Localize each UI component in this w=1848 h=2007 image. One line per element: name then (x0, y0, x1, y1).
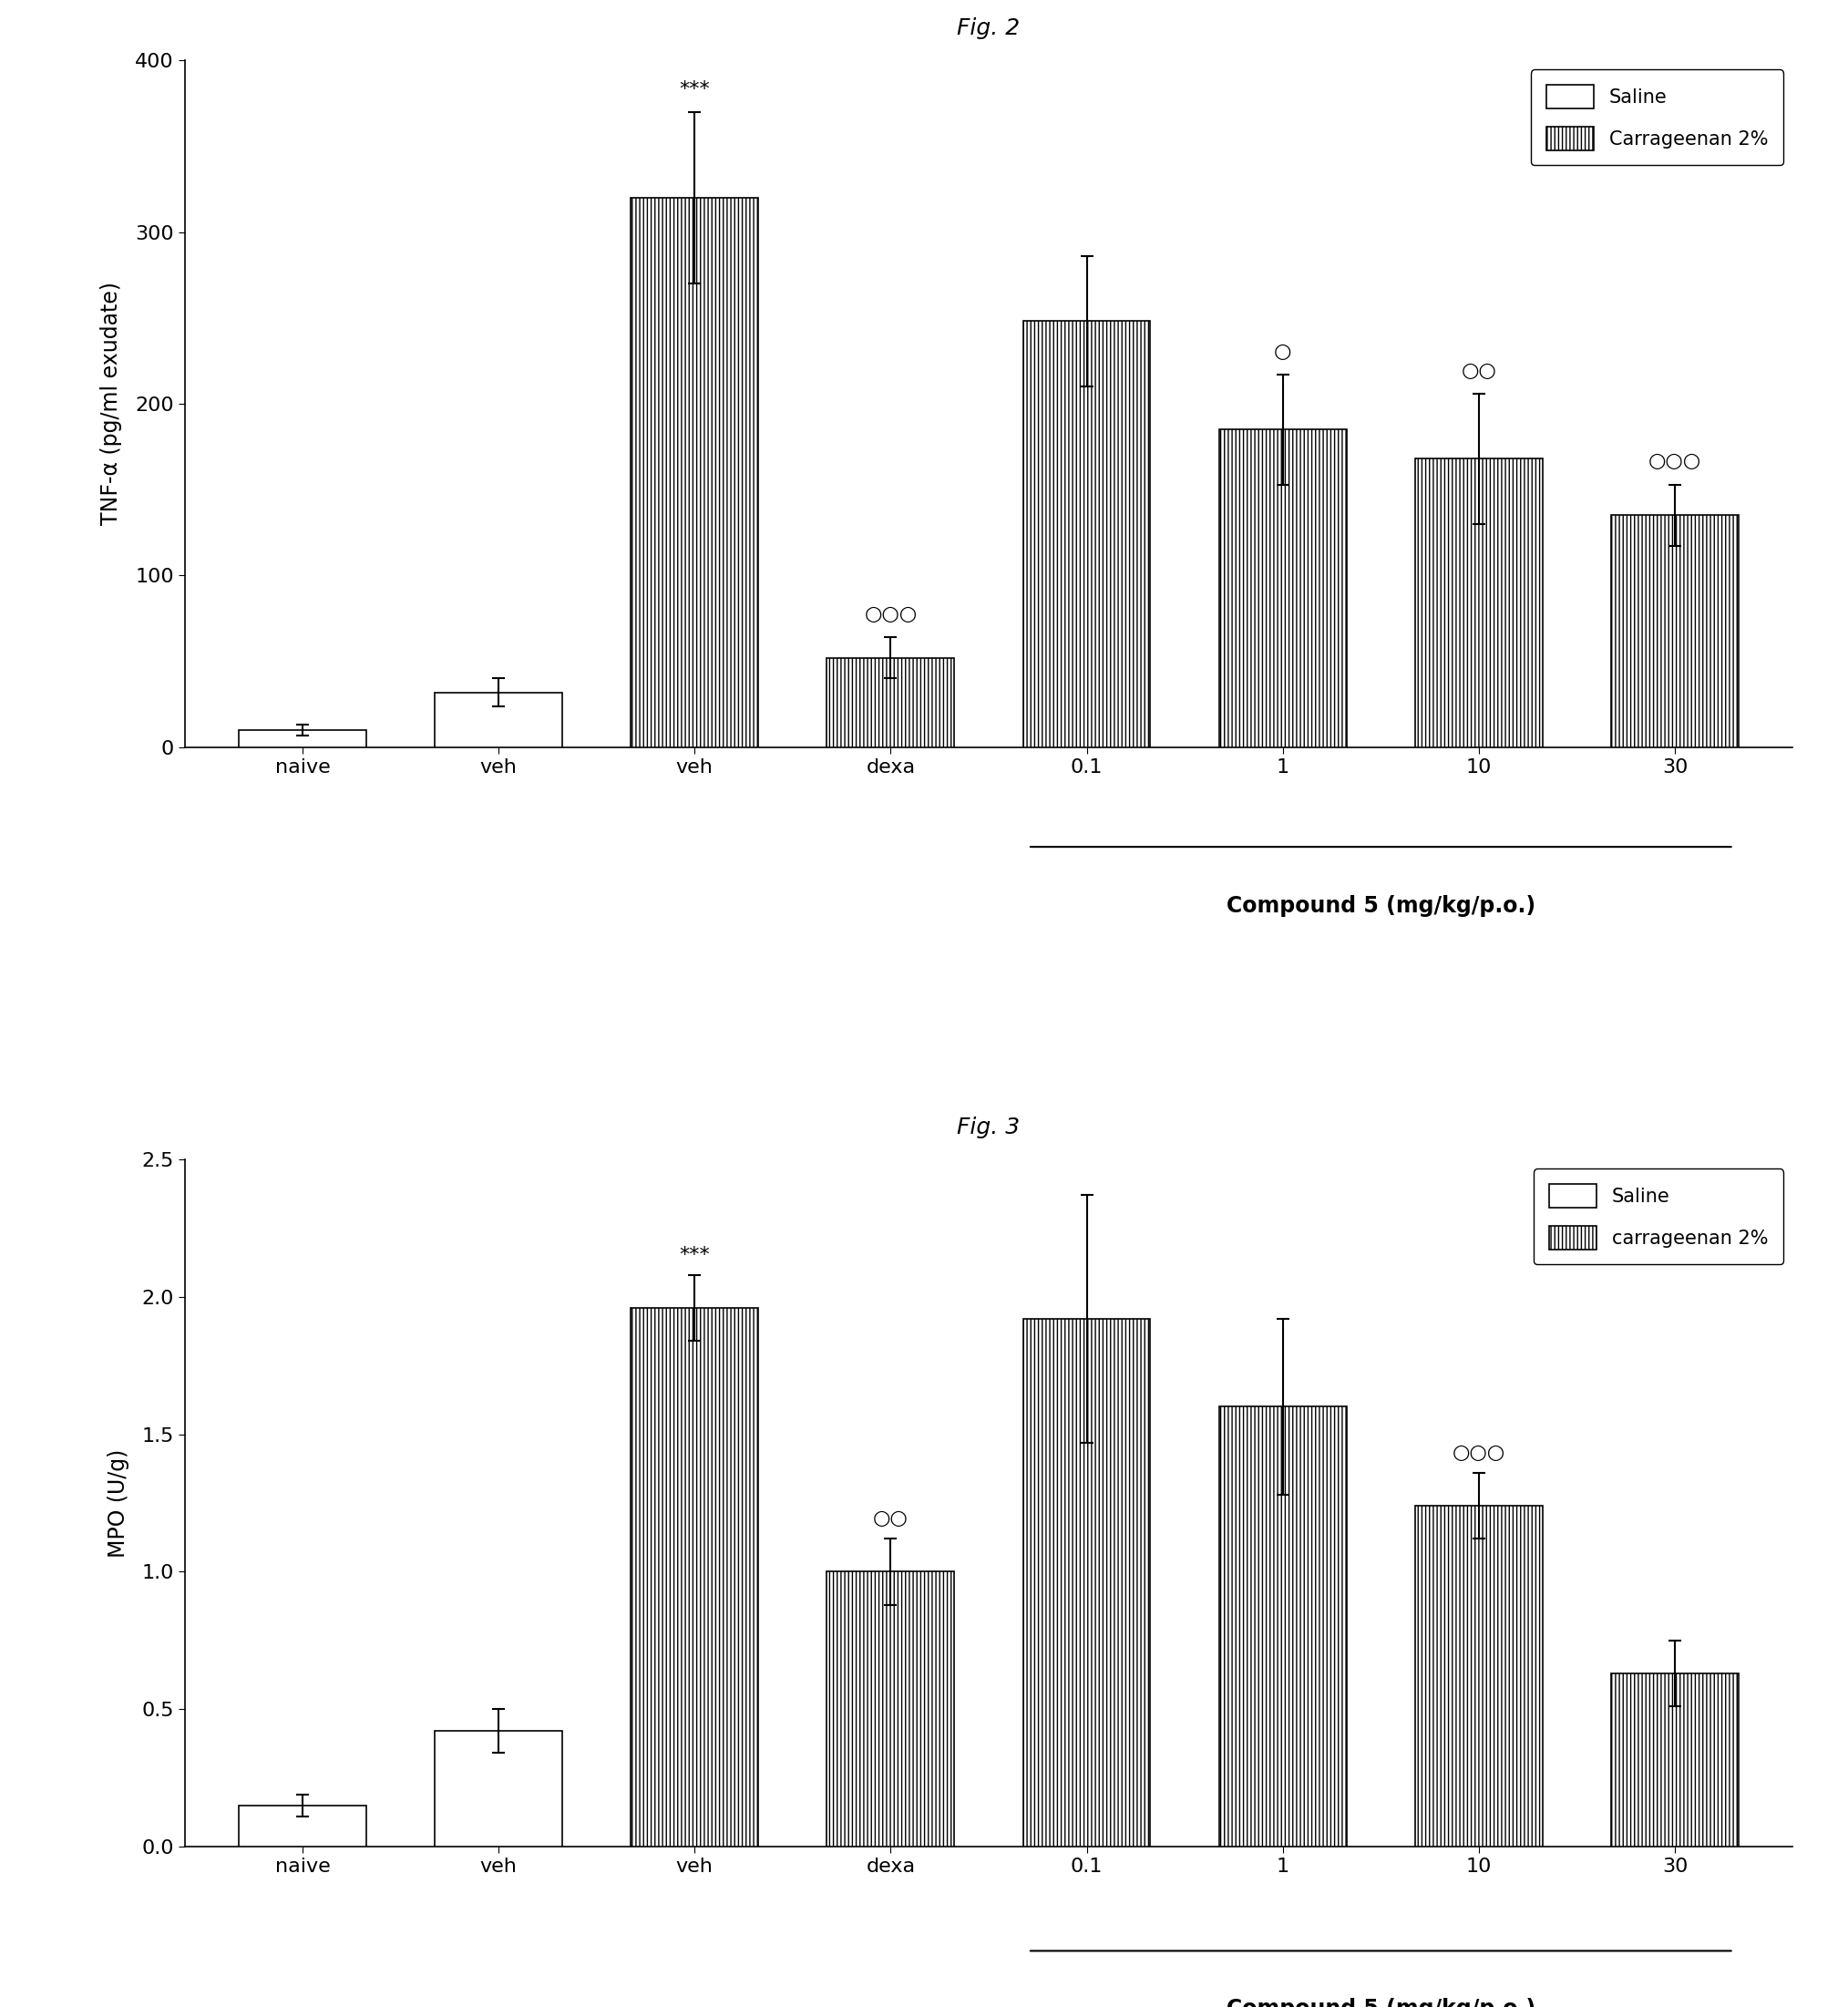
Bar (826, 658, 954, 747)
Text: Compound 5 (mg/kg/p.o.): Compound 5 (mg/kg/p.o.) (1227, 1997, 1536, 2007)
Legend: Saline, carrageenan 2%: Saline, carrageenan 2% (1534, 1168, 1783, 1264)
Text: ○○: ○○ (872, 1509, 909, 1527)
Bar (1416, 1505, 1543, 1846)
Y-axis label: TNF-α (pg/ml exudate): TNF-α (pg/ml exudate) (100, 283, 122, 526)
Text: ○: ○ (1273, 343, 1292, 361)
Bar (434, 1730, 562, 1846)
Text: ○○○: ○○○ (1453, 1443, 1506, 1461)
Bar (826, 1571, 954, 1846)
Text: ***: *** (680, 80, 710, 98)
Text: ○○: ○○ (1462, 361, 1497, 379)
Text: Compound 5 (mg/kg/p.o.): Compound 5 (mg/kg/p.o.) (1227, 895, 1536, 917)
Y-axis label: MPO (U/g): MPO (U/g) (107, 1449, 129, 1557)
Bar (1220, 429, 1347, 747)
Legend: Saline, Carrageenan 2%: Saline, Carrageenan 2% (1530, 70, 1783, 165)
Bar (1611, 1674, 1739, 1846)
Bar (238, 1804, 366, 1846)
Text: ***: *** (680, 1246, 710, 1264)
Bar (630, 1309, 758, 1846)
Bar (1024, 1319, 1151, 1846)
Bar (630, 197, 758, 747)
Text: ○○○: ○○○ (1648, 452, 1702, 472)
Bar (1024, 321, 1151, 747)
Title: Fig. 3: Fig. 3 (957, 1116, 1020, 1138)
Bar (434, 692, 562, 747)
Text: ○○○: ○○○ (865, 606, 917, 624)
Bar (1611, 516, 1739, 747)
Title: Fig. 2: Fig. 2 (957, 18, 1020, 40)
Bar (1220, 1407, 1347, 1846)
Bar (1416, 460, 1543, 747)
Bar (238, 731, 366, 747)
